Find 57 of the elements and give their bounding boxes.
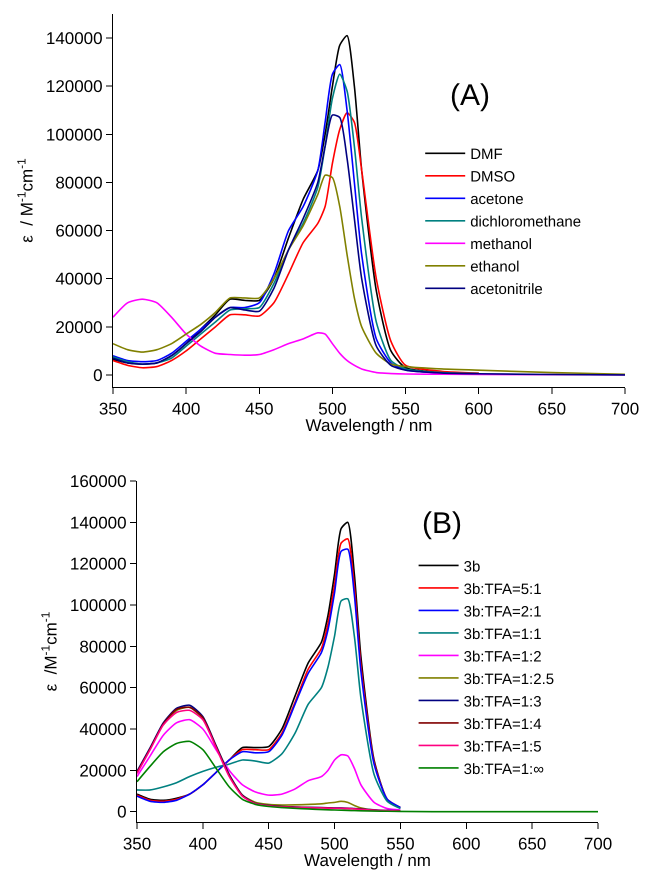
legend-label: DMSO [470,168,516,186]
x-axis-title: Wavelength / nm [306,416,432,435]
legend-label: 3b:TFA=2:1 [464,603,542,620]
legend-label: 3b:TFA=1:2.5 [464,670,554,688]
x-tick-label: 350 [122,834,152,854]
x-tick-label: 350 [98,399,128,418]
legend-label: ethanol [470,258,520,276]
x-tick-label: 650 [538,399,566,418]
y-tick-label: 80000 [55,173,103,192]
legend-label: acetone [470,191,524,208]
legend-label: 3b:TFA=1:5 [464,738,542,756]
line-series [137,740,598,812]
y-tick-label: 40000 [79,720,127,739]
annotation: (A) [450,79,490,112]
y-tick-label: 0 [93,366,103,385]
x-tick-label: 550 [386,834,415,854]
y-tick-label: 160000 [70,472,127,491]
x-tick-label: 650 [518,834,546,854]
legend-label: 3b:TFA=1:4 [464,716,542,733]
legend-label: 3b:TFA=5:1 [464,580,542,598]
x-tick-label: 700 [610,399,640,418]
x-tick-label: 450 [245,399,274,418]
y-tick-label: 140000 [70,513,127,532]
legend-label: 3b:TFA=1:2 [464,648,542,666]
legend-label: acetonitrile [470,281,543,298]
y-tick-label: 100000 [46,125,103,144]
y-tick-label: 0 [117,802,127,822]
legend-label: dichloromethane [470,214,582,231]
y-tick-label: 60000 [79,678,127,698]
legend-label: DMF [470,146,503,164]
y-tick-label: 80000 [79,637,127,656]
annotation: (B) [422,507,462,540]
x-tick-label: 700 [584,834,612,854]
x-tick-label: 600 [464,399,493,418]
legend-label: methanol [470,236,532,254]
x-tick-label: 400 [188,834,218,854]
x-tick-label: 500 [320,834,349,854]
line-series [113,114,625,376]
legend-label: 3b:TFA=1:1 [464,626,542,643]
legend-label: 3b [464,558,480,576]
y-tick-label: 140000 [46,29,103,48]
y-tick-label: 40000 [55,270,103,289]
y-tick-label: 120000 [46,77,103,96]
x-tick-label: 550 [391,399,420,418]
y-tick-label: 20000 [55,318,103,337]
x-tick-label: 500 [318,399,347,418]
y-tick-label: 100000 [70,596,127,615]
x-axis-title: Wavelength / nm [304,851,431,870]
line-series [137,598,402,810]
x-tick-label: 600 [452,834,480,854]
legend-label: 3b:TFA=1:∞ [464,760,544,778]
legend-label: 3b:TFA=1:3 [464,693,542,710]
y-tick-label: 60000 [55,222,103,241]
x-tick-label: 400 [172,399,200,418]
y-tick-label: 20000 [79,761,127,780]
x-tick-label: 450 [254,834,283,854]
y-tick-label: 120000 [70,554,127,574]
